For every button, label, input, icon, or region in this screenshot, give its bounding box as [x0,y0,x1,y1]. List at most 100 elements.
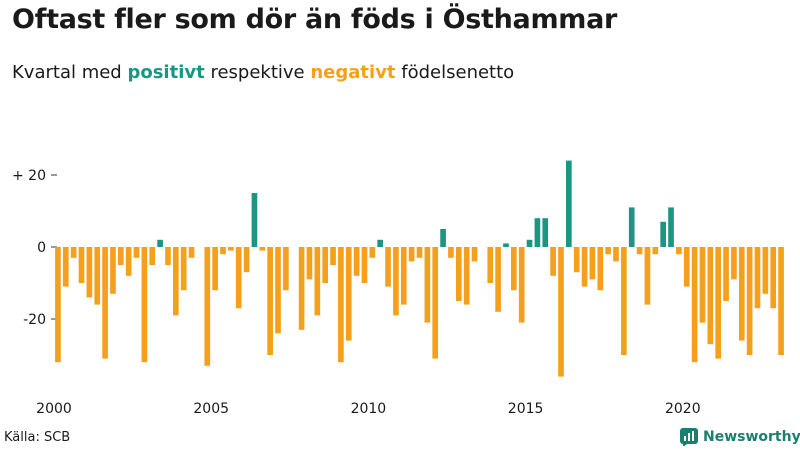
bar-2005-k4 [235,247,242,309]
bar-2012-k2 [440,229,446,247]
bar-2020-k2 [691,247,698,363]
bar-2019-k2 [660,221,666,247]
bar-2006-k2 [251,193,258,247]
subtitle-middle: respektive [210,62,305,83]
bar-2000-k3 [70,247,77,258]
bar-2010-k4 [393,247,399,316]
bar-2016-k2 [566,160,572,247]
bar-2007-k1 [275,247,281,334]
bar-2017-k1 [589,247,596,280]
y-tick-label: 0 [37,240,46,256]
bar-2005-k2 [220,247,226,255]
bar-2004-k2 [188,247,195,258]
x-tick-label: 2020 [665,401,701,417]
bar-2009-k2 [345,247,352,341]
bar-2012-k4 [455,247,462,301]
label-group: + 20 0 -20 2000 2005 2010 2015 2020 [12,168,701,417]
y-tick-label: -20 [23,312,46,328]
bar-2005-k3 [228,247,234,251]
bar-2021-k1 [715,247,722,359]
bar-2008-k3 [322,247,329,283]
bar-2008-k2 [314,247,321,316]
bar-2009-k1 [338,247,344,363]
subtitle-suffix: födelsenetto [401,62,515,83]
bar-2016-k1 [558,247,564,377]
bar-2009-k3 [353,247,360,276]
bar-2022-k1 [746,247,753,355]
source-label: Källa: SCB [4,430,71,445]
bar-2017-k4 [613,247,619,262]
bar-2021-k2 [723,247,729,301]
bar-2018-k4 [644,247,651,305]
bar-2022-k4 [770,247,777,309]
bar-2016-k3 [573,247,580,273]
bar-2015-k2 [534,218,541,247]
bar-2001-k2 [94,247,101,305]
bar-2017-k2 [597,247,604,291]
bar-2002-k1 [117,247,124,265]
bar-2016-k4 [581,247,588,287]
bar-2011-k4 [424,247,431,323]
bar-2018-k3 [636,247,643,255]
y-tick-label: + 20 [12,168,46,184]
bar-2002-k4 [141,247,148,363]
bar-2003-k4 [173,247,179,316]
bar-2013-k2 [471,247,478,262]
bar-2014-k1 [495,247,501,312]
bar-2013-k4 [487,247,494,283]
bar-2014-k2 [503,243,509,247]
bar-2017-k3 [605,247,611,255]
bar-2020-k3 [699,247,706,323]
subtitle-prefix: Kvartal med [12,62,122,83]
bar-2008-k4 [330,247,336,265]
bar-2006-k3 [259,247,266,251]
bar-2019-k3 [668,207,674,247]
bar-2020-k1 [683,247,690,287]
bar-2001-k4 [110,247,116,294]
bar-2001-k3 [102,247,108,359]
bar-2000-k4 [78,247,85,283]
bar-2018-k1 [621,247,627,355]
bar-2011-k2 [408,247,415,262]
subtitle-positive: positivt [127,62,205,83]
bar-2007-k2 [283,247,289,291]
bar-2004-k1 [180,247,187,291]
bar-2021-k3 [731,247,737,280]
x-tick-label: 2010 [351,401,387,417]
bar-2010-k1 [369,247,376,258]
bar-2021-k4 [738,247,745,341]
bar-2011-k1 [400,247,407,305]
bar-2023-k1 [778,247,784,355]
bar-2009-k4 [361,247,368,283]
bar-2022-k3 [762,247,769,294]
x-tick-label: 2005 [193,401,229,417]
bar-2019-k4 [676,247,682,255]
bar-2022-k2 [754,247,761,309]
subtitle-negative: negativt [310,62,396,83]
newsworthy-logo-icon [680,428,698,446]
bar-2014-k4 [518,247,525,323]
bar-2020-k4 [707,247,714,345]
brand-name: Newsworthy [703,429,800,445]
bar-2000-k2 [62,247,69,287]
x-tick-label: 2000 [36,401,72,417]
bar-2003-k1 [149,247,156,265]
bar-2015-k3 [542,218,549,247]
bar-2002-k3 [133,247,140,258]
bar-2007-k4 [298,247,305,330]
bar-2010-k2 [377,239,384,247]
brand-logo: Newsworthy [680,428,800,446]
bar-2000-k1 [55,247,61,363]
chart-subtitle: Kvartal med positivt respektive negativt… [12,62,514,83]
bar-2015-k4 [550,247,556,276]
bar-2002-k2 [125,247,132,276]
bar-2001-k1 [86,247,93,298]
bar-2012-k1 [432,247,439,359]
bar-2004-k4 [204,247,211,366]
chart-title: Oftast fler som dör än föds i Östhammar [12,4,618,35]
bar-2012-k3 [448,247,454,258]
bar-2010-k3 [385,247,391,287]
bar-2008-k1 [306,247,313,280]
bar-2011-k3 [416,247,423,258]
